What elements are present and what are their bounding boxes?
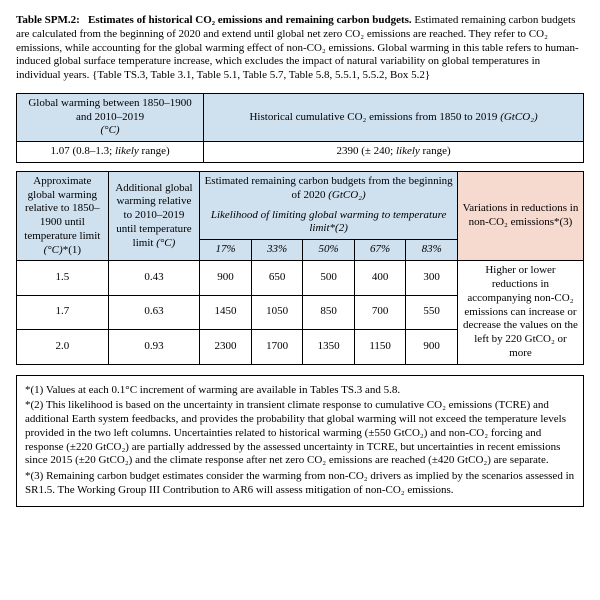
t2-r0-v4: 300	[406, 261, 458, 295]
t2-r2-v0: 2300	[200, 330, 252, 364]
carbon-budget-table: Approximate global warming relative to 1…	[16, 171, 584, 365]
t2-pct-3: 67%	[354, 240, 406, 261]
t2-colA: Approximate global warming relative to 1…	[24, 175, 100, 242]
t2-r0-v0: 900	[200, 261, 252, 295]
t2-r0-v2: 500	[303, 261, 355, 295]
t2-r1-v0: 1450	[200, 295, 252, 329]
t2-colA-unit: (°C)	[44, 244, 63, 256]
t1-v1b-likely: likely	[396, 145, 420, 157]
t2-variations-body: Higher or lower reductions in accompanyi…	[457, 261, 583, 364]
t1-v1b-tail: range)	[420, 145, 451, 157]
t1-h1b: Historical cumulative CO₂ emissions from…	[249, 111, 500, 123]
t2-r2-b: 0.93	[108, 330, 200, 364]
footnote-2: *(2) This likelihood is based on the unc…	[25, 399, 575, 468]
t1-v1a-val: 1.07 (0.8–1.3;	[50, 145, 114, 157]
t2-pct-2: 50%	[303, 240, 355, 261]
t2-variations-header: Variations in reductions in non-CO₂ emis…	[457, 171, 583, 261]
footnote-1: *(1) Values at each 0.1°C increment of w…	[25, 384, 575, 398]
t2-r2-v4: 900	[406, 330, 458, 364]
t2-r1-v3: 700	[354, 295, 406, 329]
footnote-3: *(3) Remaining carbon budget estimates c…	[25, 470, 575, 498]
t2-pct-4: 83%	[406, 240, 458, 261]
table-title-block: Table SPM.2: Estimates of historical CO₂…	[16, 14, 584, 83]
t2-pct-1: 33%	[251, 240, 303, 261]
table-heading: Estimates of historical CO₂ emissions an…	[88, 14, 412, 26]
t1-header-emissions: Historical cumulative CO₂ emissions from…	[204, 93, 584, 141]
t1-value-emissions: 2390 (± 240; likely range)	[204, 142, 584, 163]
t1-v1b-val: 2390 (± 240;	[336, 145, 396, 157]
t2-r0-v1: 650	[251, 261, 303, 295]
table-row: 1.5 0.43 900 650 500 400 300 Higher or l…	[17, 261, 584, 295]
t2-col-approx-warming: Approximate global warming relative to 1…	[17, 171, 109, 261]
t1-h1a-unit: (°C)	[101, 124, 120, 136]
t2-r2-v2: 1350	[303, 330, 355, 364]
t2-r1-a: 1.7	[17, 295, 109, 329]
t1-v1a-likely: likely	[115, 145, 139, 157]
t2-colB-unit: (°C)	[156, 237, 175, 249]
t2-r1-v2: 850	[303, 295, 355, 329]
t2-budgets-header: Estimated remaining carbon budgets from …	[200, 171, 458, 205]
t2-likelihood-header: Likelihood of limiting global warming to…	[200, 206, 458, 240]
t1-v1a-tail: range)	[139, 145, 170, 157]
footnotes-box: *(1) Values at each 0.1°C increment of w…	[16, 375, 584, 507]
t1-h1b-unit: (GtCO₂)	[500, 111, 537, 123]
t1-header-warming: Global warming between 1850–1900 and 201…	[17, 93, 204, 141]
t2-r2-a: 2.0	[17, 330, 109, 364]
t2-r2-v3: 1150	[354, 330, 406, 364]
t2-r1-v4: 550	[406, 295, 458, 329]
t2-r2-v1: 1700	[251, 330, 303, 364]
table-label: Table SPM.2:	[16, 14, 80, 26]
t2-budgets-unit: (GtCO₂)	[328, 189, 365, 201]
t2-r0-b: 0.43	[108, 261, 200, 295]
t2-r1-v1: 1050	[251, 295, 303, 329]
t1-h1a: Global warming between 1850–1900 and 201…	[28, 97, 191, 123]
t2-pct-0: 17%	[200, 240, 252, 261]
t2-r0-a: 1.5	[17, 261, 109, 295]
t2-col-additional-warming: Additional global warming relative to 20…	[108, 171, 200, 261]
t2-colB: Additional global warming relative to 20…	[115, 182, 192, 249]
t2-colA-note: *(1)	[63, 244, 81, 256]
historical-emissions-table: Global warming between 1850–1900 and 201…	[16, 93, 584, 163]
t2-r1-b: 0.63	[108, 295, 200, 329]
t2-r0-v3: 400	[354, 261, 406, 295]
t1-value-warming: 1.07 (0.8–1.3; likely range)	[17, 142, 204, 163]
